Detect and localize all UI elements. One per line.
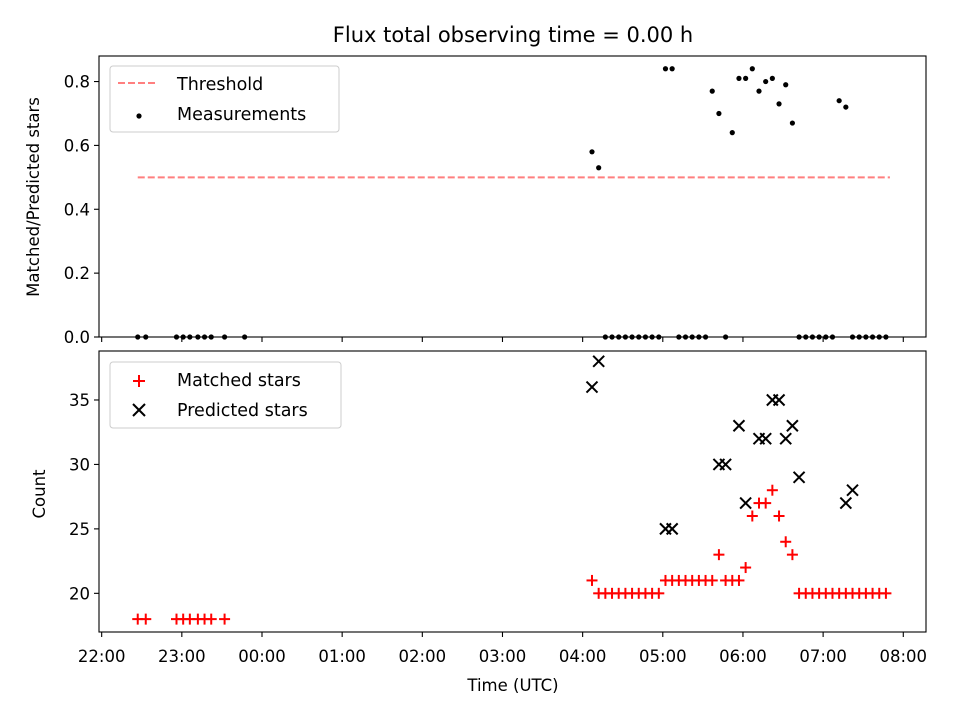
- x-tick-label: 05:00: [639, 647, 687, 666]
- x-tick-label: 00:00: [238, 647, 286, 666]
- bottom-legend-box: [109, 361, 342, 429]
- bottom-y-ticks: 20 25 30 35: [69, 391, 99, 603]
- matched-star-point: [766, 484, 778, 496]
- bottom-y-tick-label: 30: [69, 455, 90, 474]
- legend-predicted-marker: [132, 403, 146, 417]
- matched-star-point: [205, 613, 217, 625]
- predicted-star-point: [759, 432, 772, 445]
- predicted-star-point: [786, 419, 799, 432]
- measurement-point: [736, 75, 742, 81]
- measurement-point: [716, 110, 722, 117]
- predicted-star-point: [732, 419, 746, 432]
- x-tick-label: 23:00: [158, 647, 206, 666]
- legend-measurements-marker: [136, 113, 142, 119]
- x-tick-label: 02:00: [399, 647, 447, 666]
- bottom-y-tick-label: 25: [69, 520, 90, 539]
- bottom-y-axis-label: Count: [30, 469, 49, 519]
- measurement-point: [763, 78, 769, 85]
- matched-star-point: [140, 613, 152, 625]
- predicted-star-point: [839, 496, 853, 510]
- x-tick-label: 07:00: [799, 647, 847, 666]
- measurement-point: [729, 130, 735, 136]
- predicted-star-point: [585, 380, 599, 394]
- measurement-point: [749, 66, 755, 72]
- matched-star-point: [760, 497, 772, 509]
- legend-matched-marker: [133, 375, 145, 387]
- matched-star-point: [219, 613, 231, 625]
- top-y-ticks: 0.0 0.2 0.4 0.6 0.8: [64, 73, 99, 347]
- top-y-axis-label: Matched/Predicted stars: [24, 97, 43, 297]
- measurement-point: [743, 75, 749, 81]
- legend-measurements-label: Measurements: [177, 105, 306, 125]
- top-y-tick-label: 0.8: [64, 73, 90, 92]
- matched-star-point: [586, 574, 598, 586]
- bottom-y-tick-label: 20: [69, 584, 90, 603]
- top-legend-box: [109, 65, 340, 133]
- measurement-point: [669, 66, 675, 72]
- measurement-point: [662, 66, 669, 72]
- legend-threshold-label: Threshold: [176, 75, 263, 95]
- measurement-point: [776, 101, 782, 107]
- predicted-star-point: [592, 355, 605, 368]
- predicted-star-point: [779, 432, 792, 445]
- matched-star-point: [773, 510, 785, 522]
- matched-star-point: [780, 536, 792, 548]
- top-y-tick-label: 0.2: [64, 264, 90, 283]
- x-axis-label: Time (UTC): [466, 676, 558, 695]
- measurement-point: [756, 88, 762, 94]
- x-tick-label: 08:00: [880, 647, 928, 666]
- predicted-star-point: [772, 393, 786, 407]
- bottom-plot-area: [132, 355, 892, 625]
- x-tick-label: 01:00: [318, 647, 366, 666]
- top-legend: Threshold Measurements: [109, 65, 340, 133]
- top-x-ticks: [101, 337, 904, 342]
- measurement-point: [789, 120, 795, 126]
- predicted-star-point: [739, 496, 752, 510]
- measurement-point: [783, 82, 789, 88]
- matched-star-point: [880, 587, 892, 599]
- legend-predicted-label: Predicted stars: [177, 401, 308, 421]
- chart-title: Flux total observing time = 0.00 h: [333, 23, 693, 47]
- top-y-tick-label: 0.6: [64, 136, 90, 155]
- predicted-star-point: [665, 522, 679, 536]
- x-tick-label: 03:00: [479, 647, 527, 666]
- predicted-star-point: [719, 458, 732, 471]
- matched-star-point: [746, 510, 758, 522]
- x-tick-label: 04:00: [559, 647, 607, 666]
- top-axes-frame: [98, 55, 927, 338]
- measurement-point: [843, 104, 849, 110]
- bottom-x-ticks: 22:00 23:00 00:00 01:00 02:00 03:00 04:00 05:00…: [78, 632, 927, 666]
- bottom-y-tick-label: 35: [69, 391, 90, 410]
- matched-star-point: [706, 574, 718, 586]
- measurement-point: [589, 149, 595, 155]
- matched-star-point: [653, 587, 665, 599]
- measurement-point: [836, 98, 842, 104]
- top-y-tick-label: 0.0: [64, 328, 90, 347]
- predicted-star-point: [846, 484, 859, 497]
- bottom-legend: Matched stars Predicted stars: [109, 361, 342, 429]
- bottom-axes-frame: [98, 350, 927, 633]
- measurement-point: [709, 88, 715, 94]
- predicted-star-point: [792, 471, 806, 484]
- measurement-point: [596, 165, 602, 171]
- top-y-tick-label: 0.4: [64, 200, 90, 219]
- matched-star-point: [733, 574, 745, 586]
- matched-star-point: [713, 549, 725, 561]
- legend-matched-label: Matched stars: [177, 371, 301, 391]
- matched-star-point: [740, 562, 752, 574]
- x-tick-label: 22:00: [78, 647, 126, 666]
- matched-star-point: [786, 549, 798, 561]
- measurement-point: [769, 75, 775, 81]
- x-tick-label: 06:00: [719, 647, 767, 666]
